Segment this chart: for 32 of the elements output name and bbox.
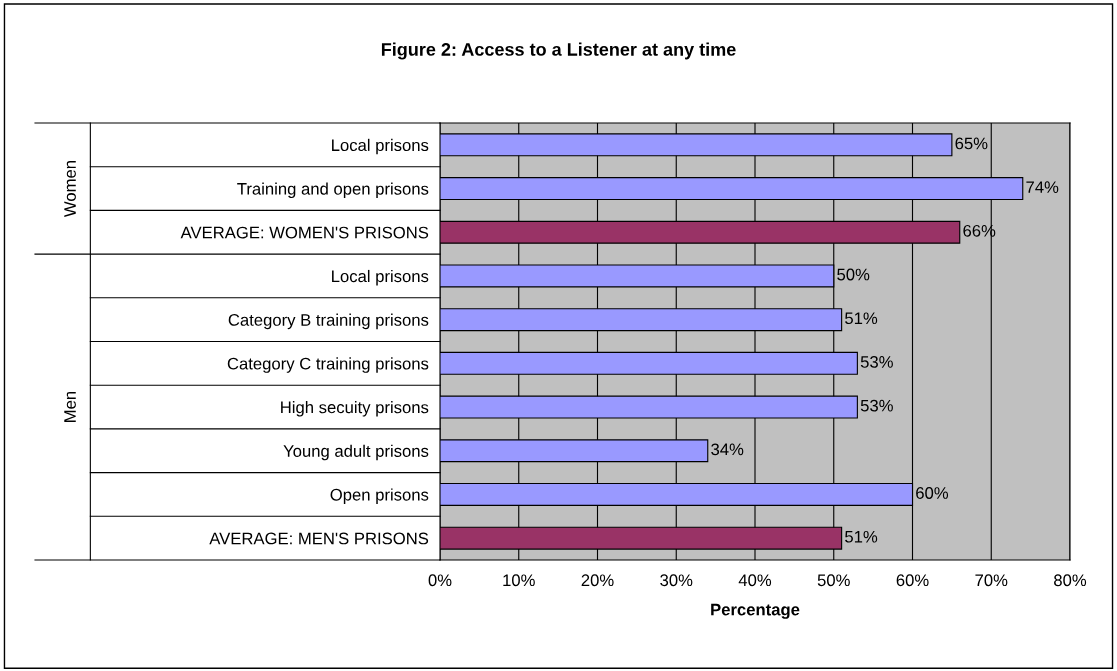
x-tick-label: 0% [428, 574, 452, 587]
y-tick-label: Local prisons [332, 138, 429, 155]
x-tick-label: 30% [660, 574, 693, 587]
chart-title: Figure 2: Access to a Listener at any time [381, 42, 736, 60]
y-tick-label: AVERAGE: MEN'S PRISONS [209, 532, 429, 545]
data-label: 34% [711, 443, 744, 456]
y-tick-label: Category C training prisons [227, 357, 429, 373]
y-tick-label: Open prisons [330, 488, 429, 504]
x-tick-label: 70% [975, 574, 1008, 587]
text: Women [64, 161, 76, 218]
data-label: 51% [845, 312, 878, 325]
data-label: 53% [860, 399, 893, 412]
data-label: 60% [916, 487, 949, 499]
data-label: 74% [1026, 181, 1059, 193]
y-tick-label: Category B training prisons [228, 313, 429, 330]
data-label: 51% [845, 530, 878, 543]
x-tick-label: 80% [1054, 574, 1087, 587]
y-tick-label: Young adult prisons [283, 444, 429, 461]
x-tick-label: 40% [738, 574, 772, 587]
x-tick-label: 50% [817, 574, 850, 587]
x-tick-label: 20% [581, 574, 614, 587]
x-tick-label: 10% [503, 574, 535, 587]
y-tick-label: Local prisons [332, 269, 429, 286]
y-tick-label: Training and open prisons [237, 182, 429, 199]
text: Men [64, 391, 76, 422]
x-tick-label: 60% [896, 574, 929, 587]
data-label: 50% [837, 268, 870, 281]
y-tick-label: High secuity prisons [281, 401, 429, 417]
data-label: 53% [860, 356, 893, 368]
data-label: 65% [955, 137, 988, 150]
x-axis-title: Percentage [711, 603, 800, 619]
y-tick-label: AVERAGE: WOMEN'S PRISONS [180, 226, 429, 239]
